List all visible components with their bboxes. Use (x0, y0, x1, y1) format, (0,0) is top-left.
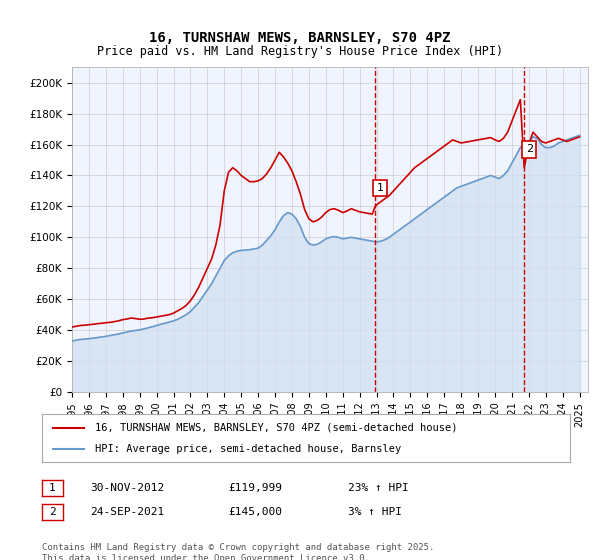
Text: 1: 1 (377, 183, 384, 193)
Text: Price paid vs. HM Land Registry's House Price Index (HPI): Price paid vs. HM Land Registry's House … (97, 45, 503, 58)
Text: £119,999: £119,999 (228, 483, 282, 493)
Text: 2: 2 (526, 144, 533, 154)
Text: 1: 1 (49, 483, 56, 493)
Text: £145,000: £145,000 (228, 507, 282, 517)
Text: 23% ↑ HPI: 23% ↑ HPI (348, 483, 409, 493)
Text: 16, TURNSHAW MEWS, BARNSLEY, S70 4PZ: 16, TURNSHAW MEWS, BARNSLEY, S70 4PZ (149, 31, 451, 45)
Text: HPI: Average price, semi-detached house, Barnsley: HPI: Average price, semi-detached house,… (95, 444, 401, 454)
Text: 24-SEP-2021: 24-SEP-2021 (90, 507, 164, 517)
Text: 3% ↑ HPI: 3% ↑ HPI (348, 507, 402, 517)
Text: Contains HM Land Registry data © Crown copyright and database right 2025.
This d: Contains HM Land Registry data © Crown c… (42, 543, 434, 560)
Text: 16, TURNSHAW MEWS, BARNSLEY, S70 4PZ (semi-detached house): 16, TURNSHAW MEWS, BARNSLEY, S70 4PZ (se… (95, 423, 457, 433)
Text: 30-NOV-2012: 30-NOV-2012 (90, 483, 164, 493)
Text: 2: 2 (49, 507, 56, 517)
